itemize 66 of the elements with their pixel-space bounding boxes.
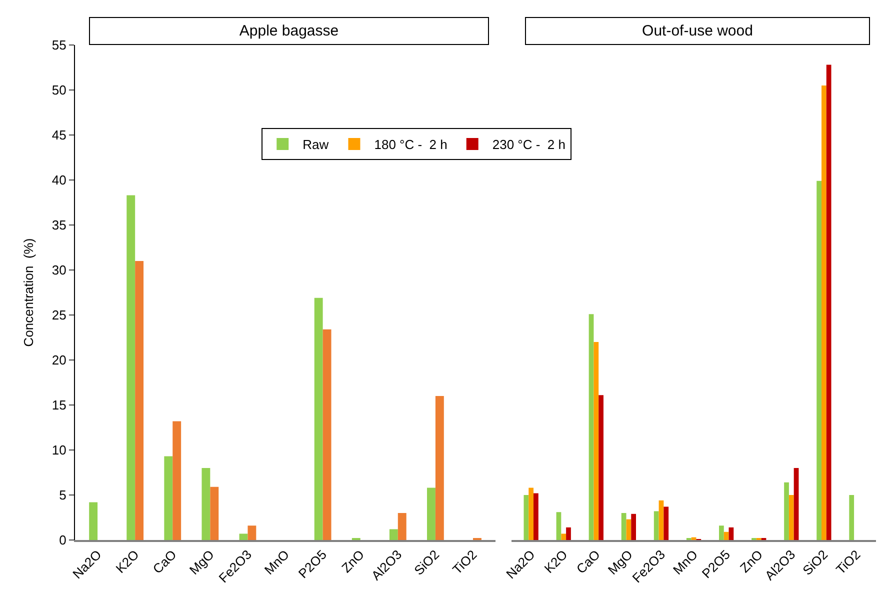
chart-title: Apple bagasse xyxy=(239,22,339,40)
y-tick-label: 25 xyxy=(52,308,66,323)
x-tick-label: K2O xyxy=(541,546,570,576)
bar xyxy=(664,506,669,540)
bar xyxy=(788,495,794,540)
y-tick-label: 50 xyxy=(52,82,66,98)
legend-label: Raw xyxy=(302,137,330,152)
bar xyxy=(718,526,724,540)
bar xyxy=(631,514,636,540)
bar xyxy=(594,342,599,540)
bar xyxy=(172,421,182,540)
y-tick-label: 15 xyxy=(52,398,66,413)
y-tick-label: 55 xyxy=(52,38,66,53)
x-tick-label: CaO xyxy=(573,546,603,576)
legend-label: 180 °C - 2 h xyxy=(374,137,448,152)
bar xyxy=(784,482,789,540)
x-tick-label: ZnO xyxy=(737,546,766,576)
bar xyxy=(135,261,144,540)
bar xyxy=(849,495,854,540)
bar xyxy=(126,195,136,540)
bar xyxy=(202,468,210,540)
bar xyxy=(164,456,173,540)
bar xyxy=(314,298,323,540)
bar xyxy=(398,513,406,540)
y-tick-label: 0 xyxy=(59,532,66,548)
legend-label: 230 °C - 2 h xyxy=(492,137,566,152)
y-tick-label: 30 xyxy=(52,262,66,278)
bar xyxy=(435,396,444,540)
y-tick-label: 35 xyxy=(52,218,66,233)
bar xyxy=(524,495,529,540)
bar xyxy=(566,527,571,540)
bar xyxy=(588,314,594,540)
y-tick-label: 5 xyxy=(59,488,66,503)
bar xyxy=(658,500,664,540)
bar xyxy=(210,486,219,540)
x-tick-label: K2O xyxy=(112,546,142,576)
y-tick-label: 20 xyxy=(52,352,66,368)
y-tick-label: 40 xyxy=(52,172,66,188)
bar xyxy=(561,534,566,540)
chart-title: Out-of-use wood xyxy=(642,22,753,40)
bar xyxy=(389,529,398,540)
bar xyxy=(322,329,332,540)
bar xyxy=(794,468,799,540)
bar xyxy=(626,519,632,540)
bar xyxy=(816,180,822,540)
x-tick-label: TiO2 xyxy=(450,546,480,578)
x-tick-label: TiO2 xyxy=(832,546,864,578)
bar xyxy=(724,532,729,540)
bar xyxy=(728,527,734,540)
y-axis-title: Concentration (%) xyxy=(20,238,36,347)
bar xyxy=(239,534,248,540)
bar xyxy=(248,526,256,540)
bar xyxy=(826,64,832,540)
bar xyxy=(89,502,98,540)
bar xyxy=(821,86,826,540)
bar xyxy=(654,511,659,540)
y-tick-label: 10 xyxy=(52,442,66,458)
bar xyxy=(528,488,534,540)
bar xyxy=(598,395,604,540)
x-tick-label: ZnO xyxy=(338,546,368,576)
x-tick-label: CaO xyxy=(150,546,180,576)
bar xyxy=(621,513,626,540)
bar xyxy=(427,488,436,540)
bar xyxy=(556,512,562,540)
y-tick-label: 45 xyxy=(52,128,66,143)
bar xyxy=(534,493,538,540)
